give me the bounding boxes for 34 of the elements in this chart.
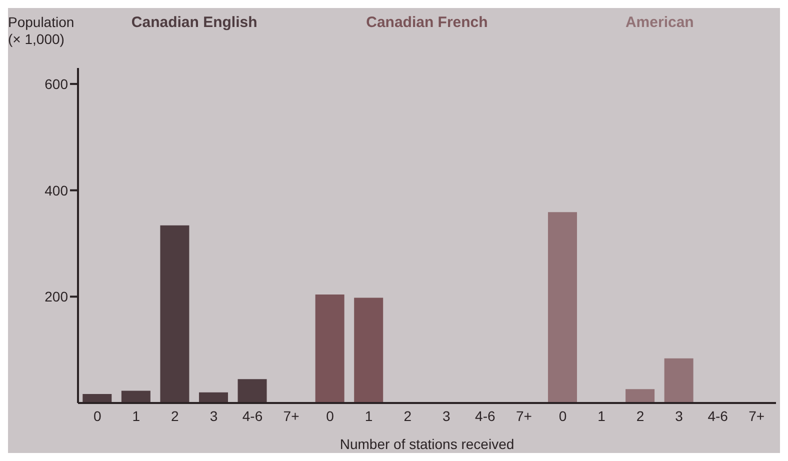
x-tick-label: 1 bbox=[364, 408, 373, 424]
x-tick-label: 7+ bbox=[516, 408, 532, 424]
bar bbox=[238, 379, 267, 403]
x-tick-label: 4-6 bbox=[242, 408, 263, 424]
bar bbox=[315, 294, 344, 403]
x-tick-label: 3 bbox=[210, 408, 218, 424]
x-tick-label: 4-6 bbox=[475, 408, 496, 424]
text: American bbox=[624, 14, 695, 31]
x-tick-label: 0 bbox=[558, 408, 567, 424]
x-axis-title: Number of stations received bbox=[340, 436, 514, 452]
y-tick-label: 400 bbox=[44, 182, 68, 198]
x-tick-label: 4-6 bbox=[708, 408, 728, 424]
bar bbox=[354, 298, 384, 403]
y-axis-title: Population (× 1,000) bbox=[8, 14, 74, 48]
x-tick-label: 3 bbox=[675, 408, 684, 424]
x-tick-label: 7+ bbox=[283, 408, 300, 424]
bar bbox=[664, 358, 694, 403]
x-tick-label: 2 bbox=[171, 408, 180, 424]
y-tick-label: 200 bbox=[44, 288, 68, 305]
bar bbox=[626, 389, 655, 403]
text: Canadian French bbox=[365, 14, 489, 31]
bar bbox=[548, 212, 577, 403]
bar bbox=[121, 390, 150, 403]
x-tick-label: 0 bbox=[326, 408, 334, 424]
x-tick-label: 1 bbox=[598, 408, 606, 424]
x-tick-label: 2 bbox=[404, 408, 412, 424]
bar bbox=[160, 225, 190, 403]
x-tick-label: 3 bbox=[442, 408, 450, 424]
x-tick-label: 0 bbox=[93, 408, 102, 424]
x-tick-label: 7+ bbox=[748, 408, 765, 424]
text: Canadian English bbox=[130, 14, 258, 31]
x-tick-label: 1 bbox=[132, 408, 140, 424]
y-tick-label: 600 bbox=[44, 76, 68, 92]
x-tick-label: 2 bbox=[636, 408, 644, 424]
